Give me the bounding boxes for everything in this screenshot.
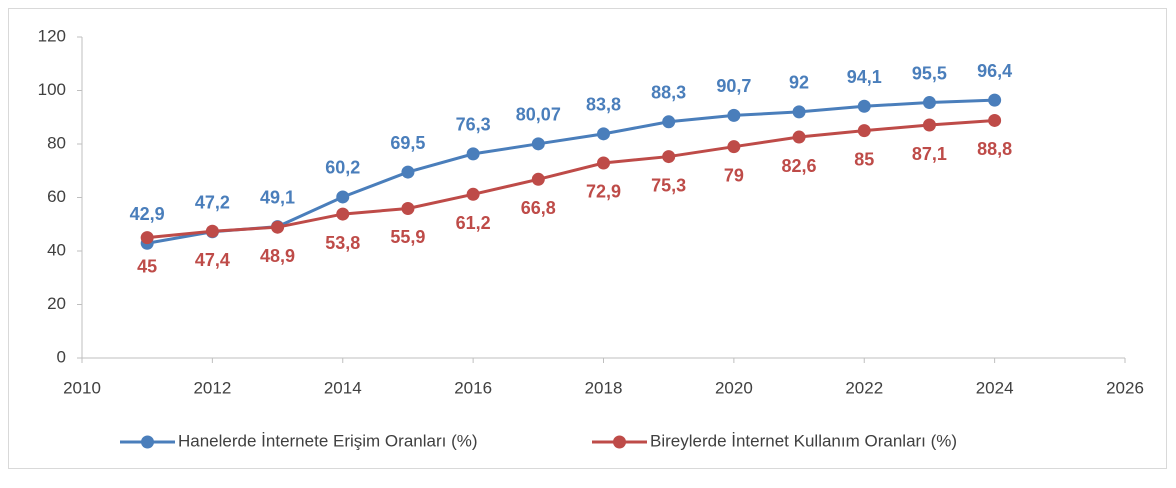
data-label: 45 — [137, 256, 157, 276]
marker — [922, 96, 936, 110]
marker — [662, 150, 676, 164]
series-line — [146, 98, 995, 245]
marker — [792, 105, 806, 119]
data-label: 55,9 — [390, 227, 425, 247]
y-tick-label: 60 — [47, 187, 66, 206]
y-tick-label: 80 — [47, 133, 66, 152]
x-tick-label: 2020 — [715, 378, 753, 397]
data-label: 88,3 — [651, 83, 686, 103]
marker — [401, 165, 415, 179]
y-tick-label: 40 — [47, 240, 66, 259]
data-label: 88,8 — [977, 139, 1012, 159]
x-tick-label: 2010 — [63, 378, 101, 397]
data-label: 47,2 — [195, 192, 230, 212]
data-label: 66,8 — [521, 198, 556, 218]
marker — [988, 113, 1002, 127]
marker — [466, 147, 480, 161]
legend-marker — [613, 435, 626, 449]
data-label: 96,4 — [977, 61, 1012, 81]
legend-label: Hanelerde İnternete Erişim Oranları (%) — [178, 431, 478, 450]
legend-marker — [141, 435, 154, 449]
data-label: 79 — [724, 165, 744, 185]
marker — [727, 140, 741, 154]
data-label: 83,8 — [586, 95, 621, 115]
marker — [662, 115, 676, 129]
marker — [857, 99, 871, 113]
marker — [531, 172, 545, 186]
data-label: 42,9 — [130, 204, 165, 224]
marker — [531, 137, 545, 151]
marker — [271, 220, 285, 234]
data-label: 92 — [789, 73, 809, 93]
y-tick-label: 0 — [57, 347, 66, 366]
data-label: 85 — [854, 149, 874, 169]
marker — [727, 108, 741, 122]
data-label: 47,4 — [195, 250, 230, 270]
marker — [597, 156, 610, 170]
marker — [336, 207, 350, 221]
legend-label: Bireylerde İnternet Kullanım Oranları (%… — [650, 431, 957, 450]
x-tick-label: 2012 — [193, 378, 231, 397]
data-label: 49,1 — [260, 187, 295, 207]
marker — [205, 224, 219, 238]
data-label: 53,8 — [325, 233, 360, 253]
data-label: 60,2 — [325, 158, 360, 178]
data-label: 87,1 — [912, 144, 947, 164]
data-label: 69,5 — [390, 133, 425, 153]
data-label: 75,3 — [651, 175, 686, 195]
data-label: 76,3 — [456, 115, 491, 135]
data-label: 90,7 — [716, 76, 751, 96]
series-line — [147, 118, 995, 240]
y-tick-label: 100 — [38, 80, 66, 99]
data-label: 61,2 — [456, 213, 491, 233]
x-tick-label: 2022 — [845, 378, 883, 397]
data-label: 48,9 — [260, 246, 295, 266]
data-label: 94,1 — [847, 67, 882, 87]
x-tick-label: 2014 — [324, 378, 362, 397]
x-tick-label: 2018 — [585, 378, 623, 397]
marker — [597, 127, 610, 141]
y-tick-label: 20 — [47, 294, 66, 313]
y-tick-label: 120 — [38, 26, 66, 45]
marker — [401, 201, 415, 215]
x-tick-label: 2024 — [976, 378, 1014, 397]
x-tick-label: 2026 — [1106, 378, 1144, 397]
marker — [336, 190, 350, 204]
marker — [988, 93, 1002, 107]
chart-frame — [8, 8, 1167, 469]
data-label: 80,07 — [516, 105, 561, 125]
data-label: 72,9 — [586, 182, 621, 202]
data-label: 95,5 — [912, 63, 947, 83]
marker — [466, 187, 480, 201]
marker — [140, 231, 154, 245]
marker — [857, 124, 871, 138]
data-label: 82,6 — [782, 156, 817, 176]
marker — [922, 118, 936, 132]
x-tick-label: 2016 — [454, 378, 492, 397]
marker — [792, 130, 806, 144]
